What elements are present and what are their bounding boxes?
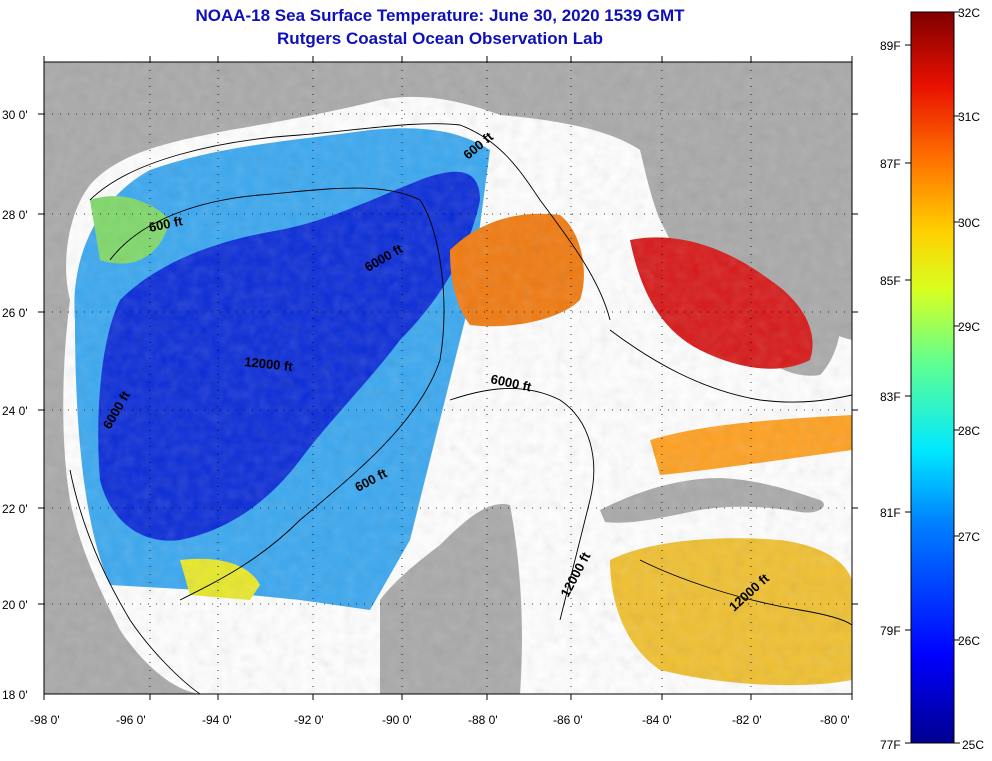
- lat-label: 18 0': [2, 688, 28, 702]
- lat-label: 28 0': [2, 208, 28, 222]
- celsius-label: 31C: [958, 110, 980, 124]
- lon-label: -82 0': [732, 713, 762, 727]
- lon-label: -90 0': [382, 713, 412, 727]
- fahrenheit-label: 87F: [880, 157, 901, 171]
- map-title: NOAA-18 Sea Surface Temperature: June 30…: [195, 6, 685, 25]
- lon-label: -92 0': [294, 713, 324, 727]
- lon-label: -86 0': [553, 713, 583, 727]
- celsius-label: 30C: [958, 216, 980, 230]
- lon-label: -84 0': [642, 713, 672, 727]
- colorbar-gradient: [910, 11, 955, 744]
- lat-label: 20 0': [2, 598, 28, 612]
- celsius-label: 28C: [958, 424, 980, 438]
- lon-label: -94 0': [202, 713, 232, 727]
- fahrenheit-label: 85F: [880, 274, 901, 288]
- celsius-label: 29C: [958, 320, 980, 334]
- axis-ticks: [38, 56, 858, 700]
- map-subtitle: Rutgers Coastal Ocean Observation Lab: [277, 29, 603, 48]
- contour-label: 12000 ft: [244, 354, 294, 374]
- celsius-label: 25C: [962, 738, 984, 752]
- lon-label: -98 0': [30, 713, 60, 727]
- lat-label: 22 0': [2, 502, 28, 516]
- contour-label: 600 ft: [148, 213, 185, 235]
- fahrenheit-label: 83F: [880, 390, 901, 404]
- map-frame: [43, 61, 853, 695]
- celsius-label: 26C: [958, 634, 980, 648]
- celsius-label: 27C: [958, 530, 980, 544]
- lon-label: -96 0': [116, 713, 146, 727]
- fahrenheit-label: 89F: [880, 39, 901, 53]
- lat-label: 30 0': [2, 108, 28, 122]
- bathymetry-contours: [69, 123, 852, 694]
- lon-label: -80 0': [820, 713, 850, 727]
- lat-label: 24 0': [2, 404, 28, 418]
- celsius-label: 32C: [958, 6, 980, 20]
- lat-label: 26 0': [2, 306, 28, 320]
- fahrenheit-label: 81F: [880, 506, 901, 520]
- fahrenheit-label: 77F: [880, 738, 901, 752]
- lon-label: -88 0': [468, 713, 498, 727]
- fahrenheit-label: 79F: [880, 624, 901, 638]
